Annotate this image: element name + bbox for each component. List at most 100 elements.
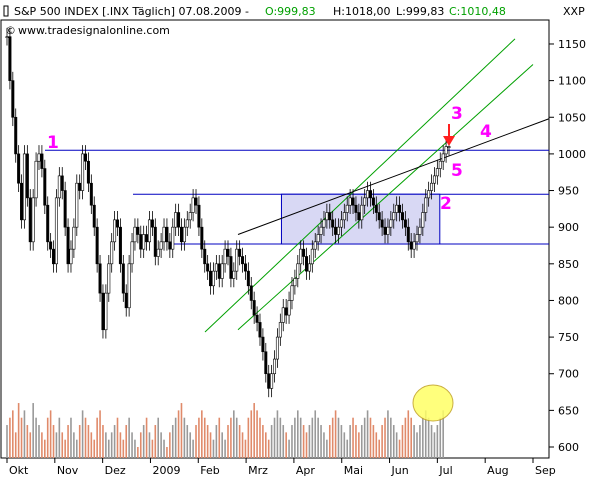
candle-body <box>78 182 82 191</box>
candle-body <box>389 219 393 228</box>
candle-body <box>302 248 306 257</box>
candle-body <box>377 212 381 221</box>
candle-body <box>412 241 416 250</box>
volume-highlight <box>412 384 454 422</box>
x-tick-label: 2009 <box>152 464 180 477</box>
candle-body <box>31 197 35 243</box>
candle-body <box>229 256 233 279</box>
arrow-head-icon <box>443 136 455 146</box>
candle-body <box>267 373 271 389</box>
candle-body <box>386 226 390 235</box>
candle-body <box>325 212 329 221</box>
x-tick-label: Mai <box>344 464 363 477</box>
annotation-label: 1 <box>47 133 59 153</box>
candle-body <box>441 153 445 162</box>
candle-body <box>28 197 32 243</box>
y-tick-label: 1100 <box>558 75 586 88</box>
x-tick-label: Mrz <box>248 464 268 477</box>
candle-body <box>156 248 160 257</box>
candle-body <box>159 241 163 250</box>
y-tick-label: 650 <box>558 404 579 417</box>
candle-body <box>34 160 38 199</box>
y-tick-label: 750 <box>558 331 579 344</box>
x-tick-label: Jun <box>391 464 409 477</box>
trend-line <box>237 118 550 235</box>
candle-body <box>284 307 288 316</box>
candle-body <box>275 336 279 360</box>
y-tick-label: 800 <box>558 294 579 307</box>
candle-body <box>281 307 285 323</box>
candle-body <box>17 153 21 184</box>
candle-body <box>127 263 131 309</box>
candle-body <box>72 226 76 250</box>
candle-body <box>145 234 149 243</box>
candle-body <box>354 204 358 213</box>
candle-body <box>444 146 448 155</box>
candle-body <box>43 168 47 206</box>
candle-body <box>130 241 134 265</box>
candle-body <box>357 212 361 221</box>
candle-body <box>421 212 425 228</box>
candle-body <box>403 219 407 228</box>
candle-body <box>278 322 282 338</box>
y-tick-label: 900 <box>558 221 579 234</box>
candle-body <box>328 212 332 221</box>
candle-body <box>238 248 242 257</box>
x-tick-label: Nov <box>57 464 79 477</box>
header-low: L:999,83 <box>396 5 444 18</box>
candle-body <box>307 263 311 272</box>
candle-body <box>101 292 105 331</box>
candle-body <box>223 248 227 265</box>
candle-body <box>14 116 18 155</box>
candle-body <box>255 314 259 323</box>
candle-body <box>107 263 111 294</box>
candle-body <box>447 146 451 148</box>
website-label: www.tradesignalonline.com <box>18 24 170 37</box>
candle-body <box>133 226 137 243</box>
candle-body <box>46 204 50 243</box>
candle-body <box>217 263 221 279</box>
y-tick-label: 850 <box>558 258 579 271</box>
candle-body <box>316 234 320 243</box>
candle-body <box>392 212 396 221</box>
candle-body <box>374 204 378 213</box>
candle-body <box>319 226 323 235</box>
header-candle-icon <box>3 5 9 17</box>
y-tick-label: 1150 <box>558 38 586 51</box>
candle-body <box>252 300 256 316</box>
candle-body <box>246 270 250 287</box>
candle-body <box>226 248 230 257</box>
candle-body <box>415 234 419 243</box>
candle-body <box>398 204 402 213</box>
candle-body <box>380 219 384 228</box>
candle-body <box>336 226 340 235</box>
candle-body <box>299 248 303 265</box>
candle-body <box>334 226 338 235</box>
candle-body <box>81 153 85 191</box>
candle-body <box>363 197 367 206</box>
candle-body <box>191 197 195 213</box>
candle-body <box>5 36 9 38</box>
x-tick-label: Jul <box>438 464 452 477</box>
candle-body <box>371 197 375 206</box>
candle-body <box>89 182 93 206</box>
candle-body <box>84 153 88 162</box>
candle-body <box>63 190 67 228</box>
channel-lower <box>237 64 534 331</box>
y-tick-label: 950 <box>558 185 579 198</box>
candle-body <box>424 197 428 213</box>
candle-body <box>121 263 125 294</box>
candle-body <box>171 226 175 250</box>
candle-body <box>200 226 204 250</box>
candle-body <box>406 226 410 243</box>
candle-body <box>432 175 436 184</box>
candle-body <box>57 175 61 199</box>
candle-body <box>40 153 44 169</box>
x-tick-label: Feb <box>200 464 219 477</box>
candle-body <box>110 241 114 265</box>
header-high: H:1018,00 <box>333 5 390 18</box>
candle-body <box>264 351 268 375</box>
candle-body <box>305 256 309 272</box>
candle-body <box>165 226 169 243</box>
